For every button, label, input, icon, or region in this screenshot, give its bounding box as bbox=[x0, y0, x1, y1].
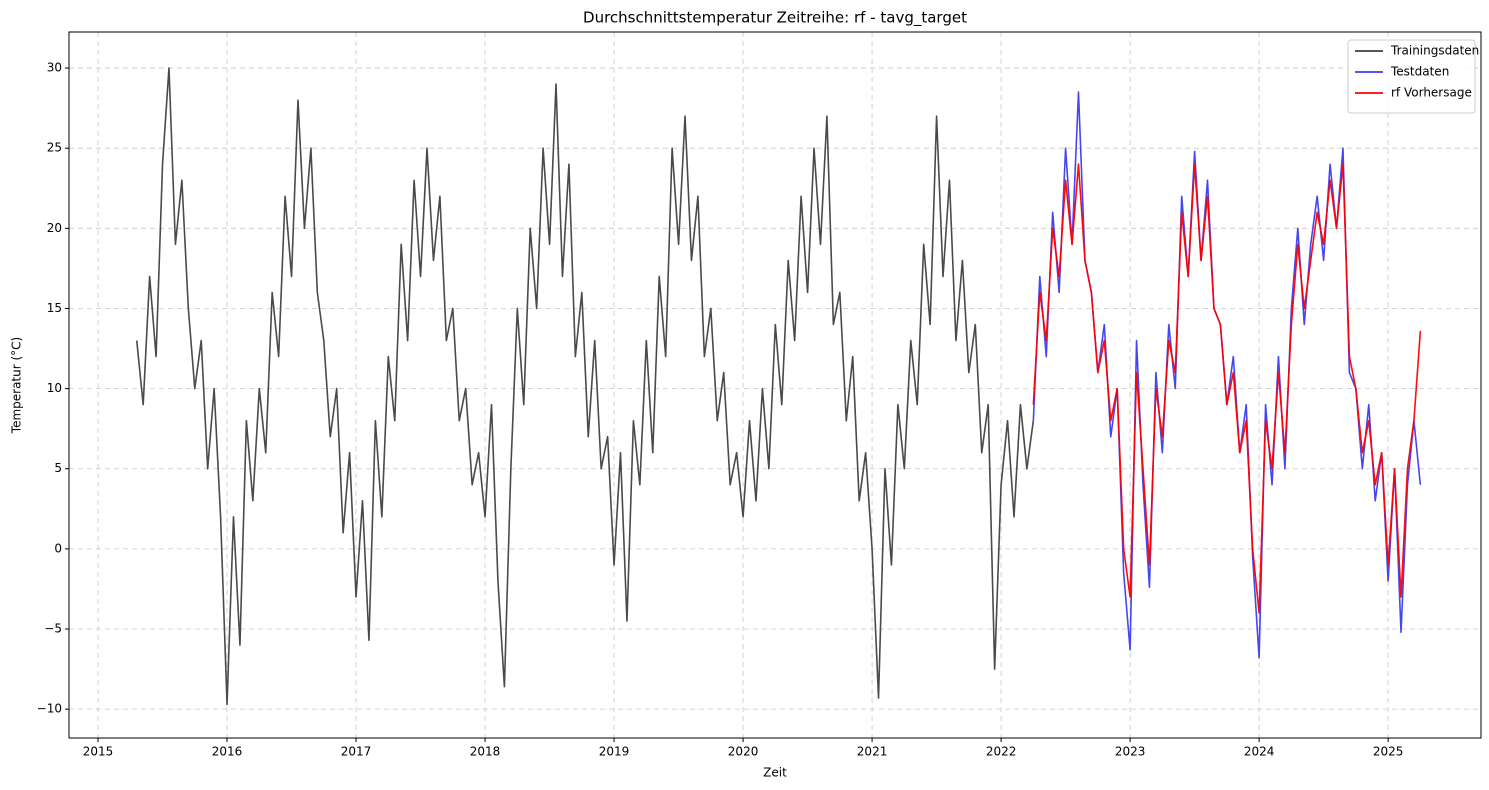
y-tick-label: 25 bbox=[47, 141, 62, 155]
x-axis-label: Zeit bbox=[763, 766, 787, 780]
y-tick-label: 15 bbox=[47, 301, 62, 315]
legend-label: Trainingsdaten bbox=[1390, 44, 1479, 58]
line-series bbox=[135, 67, 1035, 706]
x-tick-label: 2015 bbox=[83, 745, 114, 759]
x-tick-label: 2024 bbox=[1244, 745, 1275, 759]
plot-frame bbox=[68, 31, 1482, 739]
x-tick-label: 2018 bbox=[470, 745, 501, 759]
x-tick-label: 2017 bbox=[341, 745, 372, 759]
x-tick-label: 2022 bbox=[986, 745, 1017, 759]
x-tick-label: 2019 bbox=[599, 745, 630, 759]
legend-box bbox=[1347, 39, 1476, 114]
line-series bbox=[1032, 163, 1422, 614]
chart-title: Durchschnittstemperatur Zeitreihe: rf - … bbox=[583, 9, 967, 28]
legend: Trainingsdaten Testdaten rf Vorhersage bbox=[1347, 39, 1479, 114]
x-tick-label: 2025 bbox=[1373, 745, 1404, 759]
y-tick-label: 10 bbox=[47, 381, 62, 395]
y-tick-label: −10 bbox=[37, 702, 62, 716]
y-tick-label: 0 bbox=[54, 541, 62, 555]
y-tick-label: 20 bbox=[47, 221, 62, 235]
x-tick-label: 2020 bbox=[728, 745, 759, 759]
x-tick-label: 2021 bbox=[857, 745, 888, 759]
legend-label: Testdaten bbox=[1390, 65, 1449, 79]
x-tick-label: 2023 bbox=[1115, 745, 1146, 759]
line-series bbox=[1032, 91, 1422, 659]
y-tick-label: −5 bbox=[44, 622, 62, 636]
y-axis-label: Temperatur (°C) bbox=[10, 337, 24, 434]
legend-label: rf Vorhersage bbox=[1391, 86, 1472, 100]
y-tick-label: 5 bbox=[54, 461, 62, 475]
x-tick-label: 2016 bbox=[212, 745, 243, 759]
y-tick-label: 30 bbox=[47, 61, 62, 75]
